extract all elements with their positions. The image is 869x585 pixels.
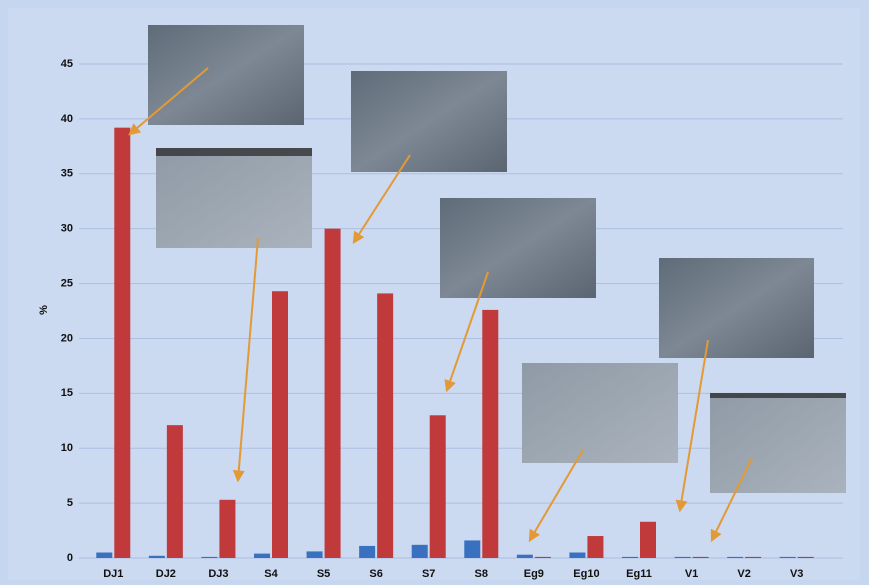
y-tick-label: 40 <box>61 113 73 125</box>
bar <box>727 557 743 558</box>
y-tick-label: 30 <box>61 223 73 235</box>
bar <box>640 522 656 558</box>
bar <box>745 557 761 558</box>
y-axis-label: % <box>38 305 50 315</box>
x-tick-label: Eg10 <box>573 568 599 580</box>
y-tick-label: 20 <box>61 332 73 344</box>
bar <box>430 415 446 558</box>
x-tick-label: S4 <box>264 568 278 580</box>
micrograph <box>522 363 678 463</box>
y-tick-label: 35 <box>61 168 73 180</box>
y-tick-label: 5 <box>67 497 73 509</box>
x-tick-label: Eg11 <box>626 568 652 580</box>
x-tick-label: V2 <box>737 568 750 580</box>
bar <box>464 540 480 558</box>
bar <box>675 557 691 558</box>
bar <box>96 553 112 558</box>
bar <box>780 557 796 558</box>
bar <box>307 551 323 558</box>
y-tick-label: 10 <box>61 442 73 454</box>
micrograph <box>659 258 814 358</box>
bar <box>798 557 814 558</box>
bar <box>325 229 341 558</box>
micrograph <box>710 393 846 493</box>
bar <box>569 553 585 558</box>
x-tick-label: S6 <box>369 568 382 580</box>
x-tick-label: S7 <box>422 568 435 580</box>
bar <box>412 545 428 558</box>
x-tick-label: Eg9 <box>524 568 544 580</box>
x-tick-label: S5 <box>317 568 330 580</box>
bar <box>167 425 183 558</box>
x-tick-label: DJ2 <box>156 568 176 580</box>
x-tick-label: V3 <box>790 568 803 580</box>
bar <box>254 554 270 558</box>
x-tick-label: DJ3 <box>208 568 228 580</box>
bar <box>535 557 551 558</box>
y-tick-label: 45 <box>61 58 73 70</box>
micrograph <box>156 148 312 248</box>
bar <box>377 293 393 558</box>
bar <box>114 128 130 558</box>
bar <box>201 557 217 558</box>
bar <box>219 500 235 558</box>
bar <box>517 555 533 558</box>
x-tick-label: V1 <box>685 568 698 580</box>
y-tick-label: 0 <box>67 552 73 564</box>
micrograph-edge <box>710 393 846 398</box>
bar <box>149 556 165 558</box>
chart: % 0 5 10 15 20 25 30 35 40 45 DJ1 DJ2 DJ3 S4 S5 S6 S7 S8 E… <box>0 0 869 585</box>
x-tick-label: S8 <box>475 568 488 580</box>
y-tick-label: 15 <box>61 387 73 399</box>
bar <box>272 291 288 558</box>
bar <box>622 557 638 558</box>
x-tick-label: DJ1 <box>103 568 123 580</box>
micrograph-edge <box>156 148 312 156</box>
y-tick-label: 25 <box>61 277 73 289</box>
micrograph <box>148 25 304 125</box>
bar <box>693 557 709 558</box>
bar <box>587 536 603 558</box>
bar <box>359 546 375 558</box>
micrograph <box>351 71 507 172</box>
micrograph <box>440 198 596 298</box>
bar <box>482 310 498 558</box>
